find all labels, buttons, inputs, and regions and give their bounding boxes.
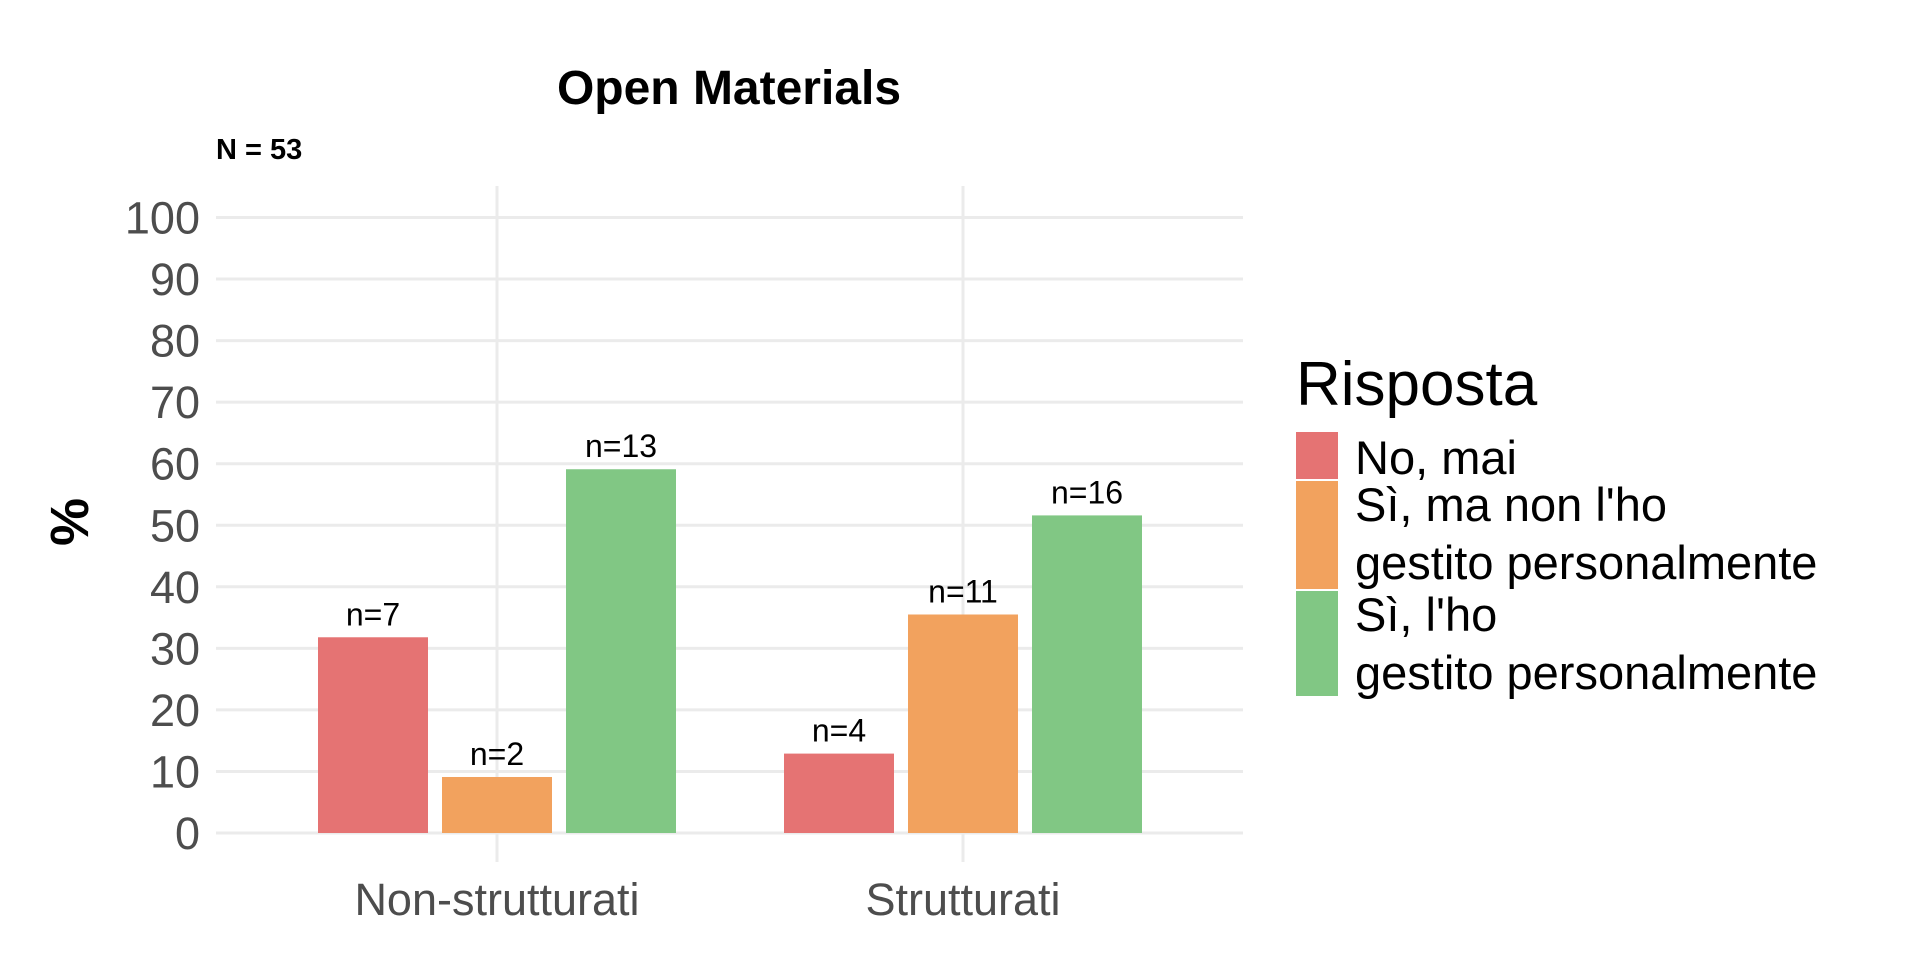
bar bbox=[908, 614, 1018, 833]
x-axis-ticks: Non-strutturati Strutturati bbox=[354, 874, 1060, 925]
legend-label: gestito personalmente bbox=[1355, 536, 1817, 589]
data-label: n=13 bbox=[585, 428, 657, 464]
bar bbox=[442, 776, 552, 833]
bar bbox=[784, 753, 894, 833]
bar bbox=[1032, 515, 1142, 833]
y-axis-label: % bbox=[40, 498, 100, 546]
legend-label: Sì, ma non l'ho bbox=[1355, 478, 1667, 531]
data-label: n=16 bbox=[1051, 474, 1123, 510]
x-tick-label: Non-strutturati bbox=[354, 874, 639, 925]
data-label: n=7 bbox=[346, 596, 400, 632]
legend-label: Sì, l'ho bbox=[1355, 588, 1497, 641]
y-axis-ticks: 0 10 20 30 40 50 60 70 80 90 100 bbox=[125, 193, 200, 860]
y-tick-label: 30 bbox=[150, 623, 200, 674]
x-tick-label: Strutturati bbox=[865, 874, 1060, 925]
data-labels: n=7 n=4 n=2 n=11 n=13 n=16 bbox=[346, 428, 1123, 772]
bars bbox=[318, 469, 1142, 833]
bar bbox=[566, 469, 676, 833]
legend-title: Risposta bbox=[1296, 350, 1538, 419]
y-tick-label: 40 bbox=[150, 562, 200, 613]
bar bbox=[318, 637, 428, 833]
y-tick-label: 70 bbox=[150, 377, 200, 428]
data-label: n=4 bbox=[812, 713, 866, 749]
chart-subtitle: N = 53 bbox=[216, 134, 302, 166]
legend-label: gestito personalmente bbox=[1355, 646, 1817, 699]
y-tick-label: 10 bbox=[150, 746, 200, 797]
data-label: n=11 bbox=[928, 573, 998, 609]
data-label: n=2 bbox=[470, 736, 524, 772]
y-tick-label: 90 bbox=[150, 254, 200, 305]
y-tick-label: 50 bbox=[150, 500, 200, 551]
y-tick-label: 80 bbox=[150, 316, 200, 367]
legend-key bbox=[1296, 591, 1338, 696]
y-tick-label: 20 bbox=[150, 685, 200, 736]
legend-label: No, mai bbox=[1355, 431, 1517, 484]
chart-title: Open Materials bbox=[557, 62, 901, 115]
y-tick-label: 60 bbox=[150, 439, 200, 490]
legend-key bbox=[1296, 481, 1338, 589]
legend-key bbox=[1296, 432, 1338, 479]
y-tick-label: 100 bbox=[125, 193, 200, 244]
y-tick-label: 0 bbox=[175, 808, 200, 859]
